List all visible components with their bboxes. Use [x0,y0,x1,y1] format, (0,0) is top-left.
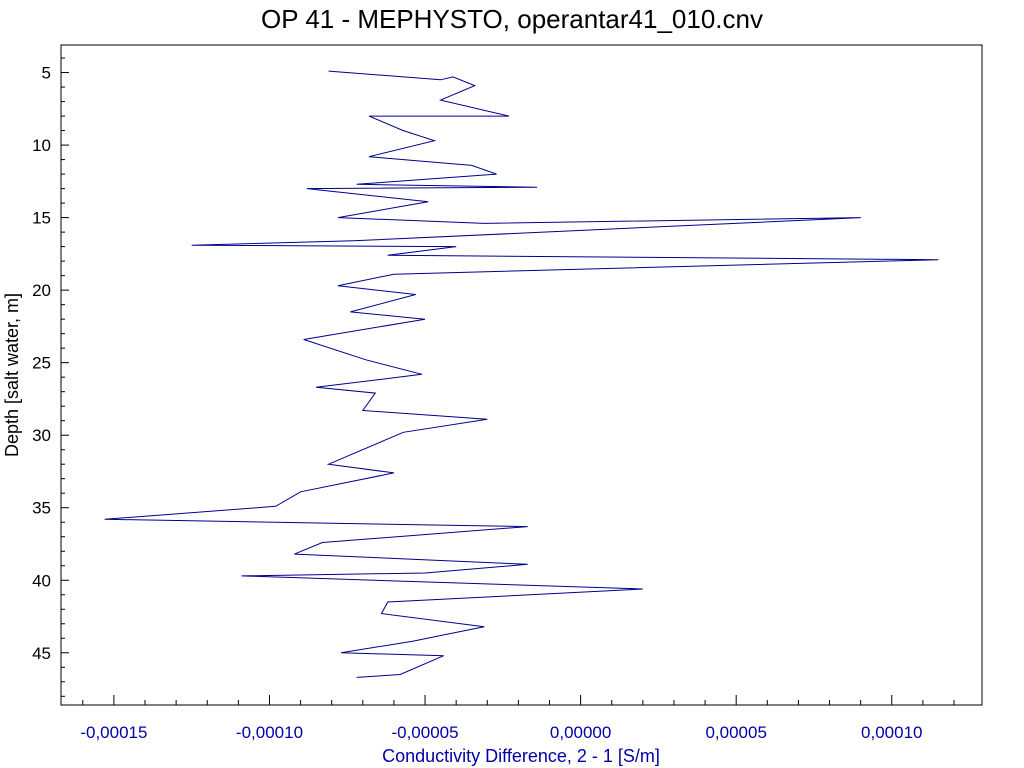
y-tick-label: 45 [32,644,51,663]
x-tick-label: 0,00010 [861,723,922,742]
y-tick-label: 5 [42,64,51,83]
plot-area [60,44,983,706]
y-tick-label: 35 [32,499,51,518]
y-axis: 5 10 15 20 25 30 35 40 45 [32,57,69,697]
x-tick-label: 0,00005 [705,723,766,742]
x-tick-label: -0,00010 [236,723,303,742]
x-axis-label: Conductivity Difference, 2 - 1 [S/m] [382,746,660,766]
x-tick-label: 0,00000 [550,723,611,742]
y-tick-label: 25 [32,354,51,373]
y-tick-label: 15 [32,209,51,228]
y-tick-label: 20 [32,281,51,300]
x-tick-label: -0,00015 [80,723,147,742]
series-layer [104,70,939,678]
series-line-0 [104,70,939,678]
x-tick-label: -0,00005 [391,723,458,742]
y-tick-label: 30 [32,426,51,445]
y-tick-label: 40 [32,571,51,590]
y-axis-label: Depth [salt water, m] [2,293,22,457]
y-tick-label: 10 [32,136,51,155]
chart-title: OP 41 - MEPHYSTO, operantar41_010.cnv [261,4,763,34]
x-axis: -0,00015 -0,00010 -0,00005 0,00000 0,00005 0,… [80,695,955,742]
